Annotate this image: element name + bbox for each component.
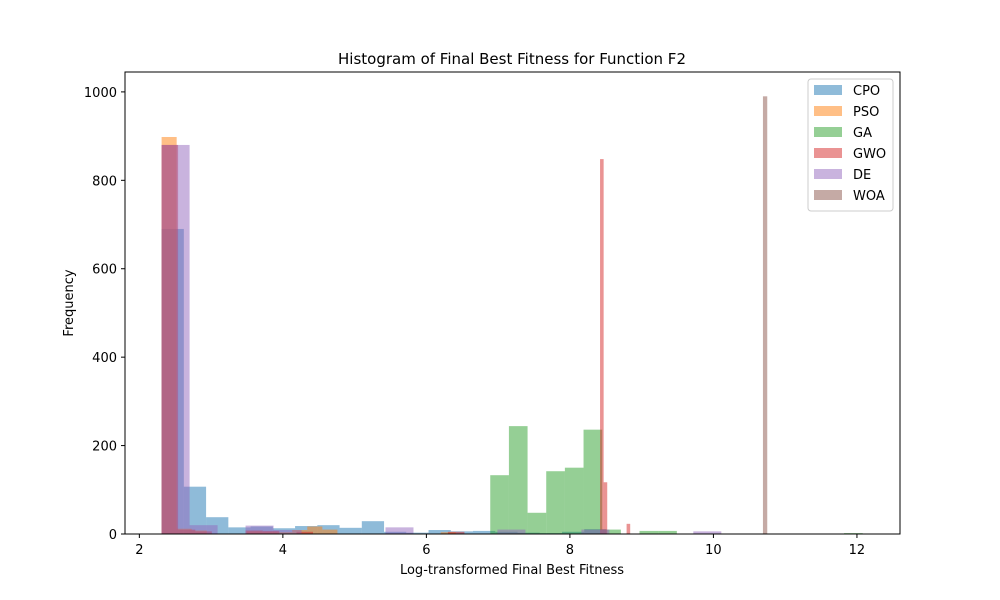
bar-de: [385, 527, 414, 534]
legend: CPO PSO GA GWO DE WOA: [807, 78, 894, 212]
bar-de: [693, 531, 722, 534]
x-tick-label: 10: [705, 543, 722, 558]
bar-cpo: [361, 521, 385, 534]
legend-label: DE: [853, 168, 871, 183]
bar-cpo: [228, 527, 251, 534]
x-axis-label: Log-transformed Final Best Fitness: [400, 563, 624, 578]
legend-label: PSO: [853, 105, 879, 120]
bar-cpo: [428, 530, 451, 534]
series-woa: [762, 96, 768, 534]
x-tick-label: 4: [279, 543, 287, 558]
legend-swatch: [814, 85, 842, 95]
bar-cpo: [406, 532, 429, 534]
legend-item-gwo: GWO: [814, 147, 886, 162]
bar-de: [189, 525, 218, 534]
y-tick-label: 400: [92, 351, 117, 366]
bar-woa: [762, 96, 768, 534]
x-tick-label: 6: [422, 543, 430, 558]
chart-title: Histogram of Final Best Fitness for Func…: [338, 50, 686, 68]
legend-label: CPO: [853, 84, 880, 99]
y-axis-label: Frequency: [62, 269, 77, 336]
bar-gwo: [603, 482, 608, 534]
series-de: [161, 144, 722, 534]
bar-de: [161, 144, 190, 534]
legend-item-cpo: CPO: [814, 84, 880, 99]
legend-swatch: [814, 127, 842, 137]
bar-ga: [639, 530, 659, 534]
bar-cpo: [473, 530, 496, 534]
legend-swatch: [814, 169, 842, 179]
bar-ga: [490, 475, 509, 534]
bar-ga: [546, 471, 565, 534]
bar-de: [245, 525, 274, 534]
bar-gwo: [626, 523, 631, 534]
y-tick-label: 0: [109, 528, 117, 543]
y-tick-label: 600: [92, 263, 117, 278]
y-tick-label: 200: [92, 440, 117, 455]
bar-gwo: [296, 531, 313, 534]
bar-cpo: [317, 525, 340, 534]
bar-de: [273, 530, 302, 534]
legend-label: GWO: [853, 147, 886, 162]
legend-swatch: [814, 106, 842, 116]
bar-pso: [322, 529, 338, 534]
bar-ga: [527, 512, 547, 534]
legend-swatch: [814, 148, 842, 158]
bar-de: [497, 529, 526, 534]
bar-cpo: [339, 527, 362, 534]
legend-label: GA: [853, 126, 872, 141]
bar-gwo: [600, 159, 604, 534]
legend-item-ga: GA: [814, 126, 872, 141]
legend-label: WOA: [853, 189, 885, 204]
bar-ga: [508, 426, 528, 534]
bar-ga: [564, 467, 584, 534]
series-ga: [490, 426, 863, 534]
plot-frame: [124, 71, 901, 535]
y-tick-label: 800: [92, 174, 117, 189]
bar-pso: [307, 526, 323, 534]
bar-gwo: [447, 531, 465, 534]
x-tick-label: 12: [849, 543, 866, 558]
axes-group: 2 4 6 8 10 12 0 200 400 600 800 1000: [84, 71, 901, 558]
x-tick-label: 8: [566, 543, 574, 558]
legend-swatch: [814, 190, 842, 200]
bar-ga: [658, 530, 677, 534]
bar-ga: [602, 529, 621, 534]
legend-item-woa: WOA: [814, 189, 885, 204]
x-tick-label: 2: [135, 543, 143, 558]
bar-ga: [583, 429, 603, 534]
legend-item-pso: PSO: [814, 105, 879, 120]
bars-group: [161, 96, 863, 535]
bar-de: [581, 529, 610, 534]
y-tick-label: 1000: [84, 86, 117, 101]
legend-item-de: DE: [814, 168, 871, 183]
